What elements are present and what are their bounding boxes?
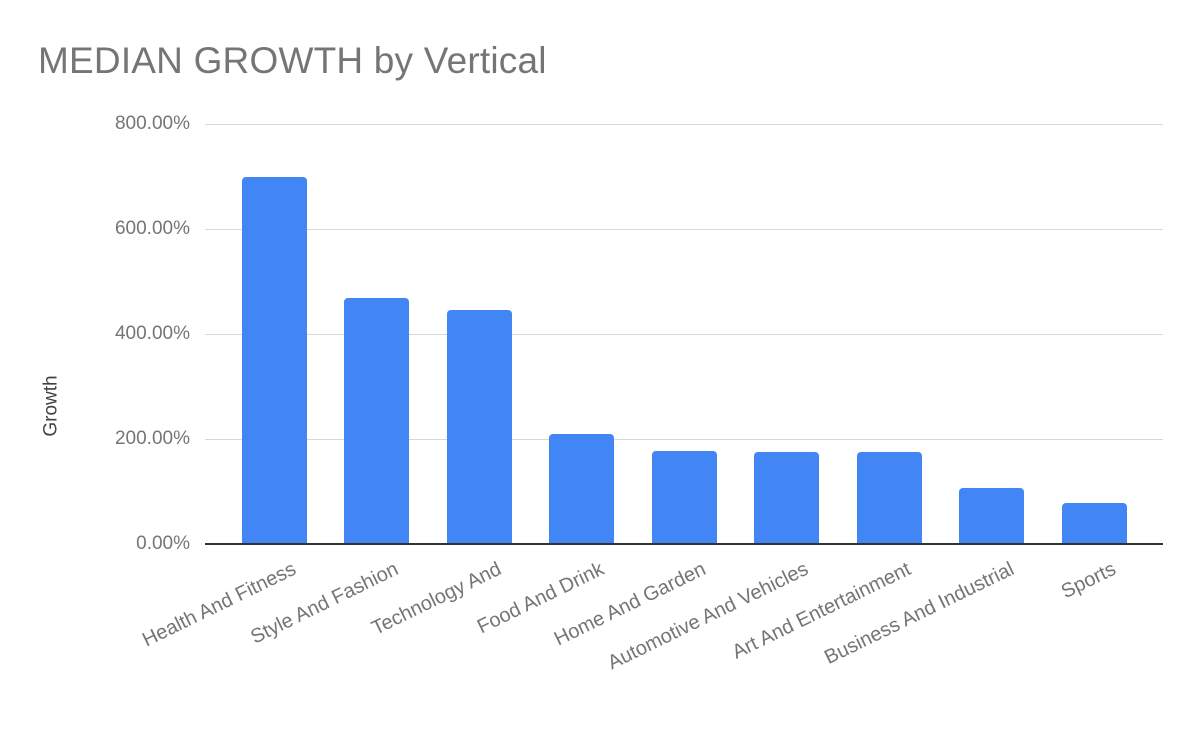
chart-title: MEDIAN GROWTH by Vertical (38, 40, 547, 81)
bar-5[interactable] (754, 452, 819, 544)
y-tick-label: 400.00% (114, 323, 190, 344)
bar-2[interactable] (446, 310, 512, 544)
y-tick-label: 800.00% (114, 113, 190, 134)
bar-4[interactable] (651, 450, 717, 544)
bar-8[interactable] (1061, 502, 1127, 544)
x-category-label: Sports (1058, 558, 1120, 604)
bar-6[interactable] (856, 452, 922, 544)
bar-1[interactable] (344, 298, 409, 544)
bar-0[interactable] (241, 176, 307, 544)
gridline-200 (205, 439, 1163, 440)
bar-3[interactable] (549, 434, 614, 544)
gridline-400 (205, 334, 1163, 335)
y-tick-label: 600.00% (114, 218, 190, 239)
x-category-label: Business And Industrial (820, 558, 1018, 669)
plot-area (205, 124, 1163, 545)
gridline-800 (205, 124, 1163, 125)
y-tick-label: 0.00% (136, 533, 190, 554)
x-axis-line (205, 542, 1163, 545)
bar-7[interactable] (959, 488, 1024, 544)
y-tick-label: 200.00% (114, 428, 190, 449)
gridline-600 (205, 229, 1163, 230)
